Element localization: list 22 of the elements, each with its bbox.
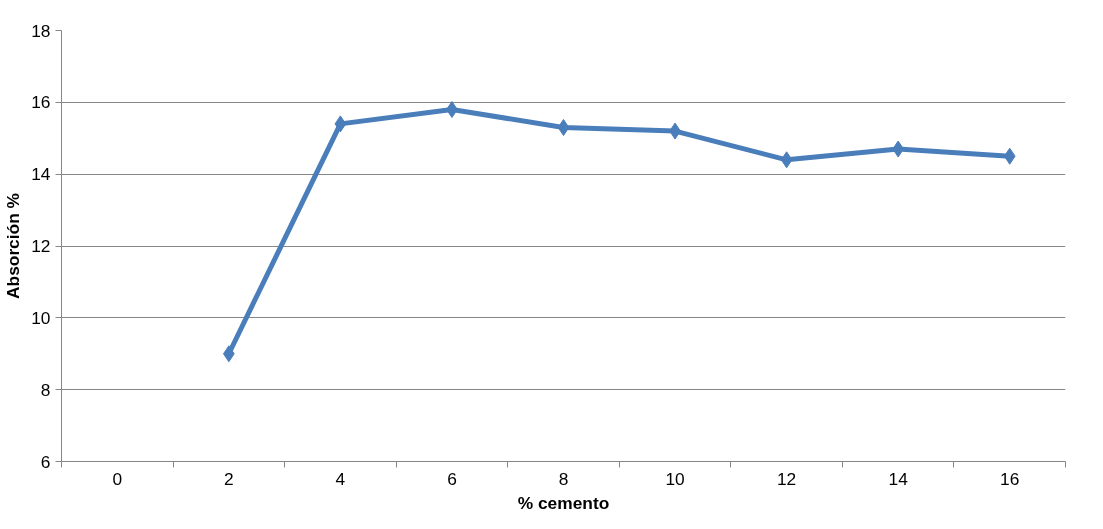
y-tick-label: 16 [31,92,51,113]
point [780,151,793,169]
x-tick-label: 8 [558,468,569,489]
point [557,118,570,136]
x-tick-label: 16 [1000,468,1020,489]
x-tick-label: 10 [665,468,685,489]
y-tick-label: 10 [31,307,51,328]
point [334,115,347,133]
y-axis-title: Absorción % [3,193,24,299]
x-tick-label: 6 [447,468,457,489]
y-tick-label: 18 [31,20,51,41]
x-axis-title: % cemento [517,492,610,513]
x-tick-label: 4 [335,468,346,489]
point [1003,147,1016,165]
y-tick-label: 12 [31,236,51,256]
y-tick-label: 6 [40,451,51,472]
x-tick-label: 12 [776,468,797,489]
x-tick-label: 2 [224,468,234,489]
x-tick-label: 14 [888,468,909,489]
y-tick-label: 14 [31,164,51,185]
y-tick-label: 8 [40,379,51,400]
x-tick-label: 0 [112,468,123,489]
